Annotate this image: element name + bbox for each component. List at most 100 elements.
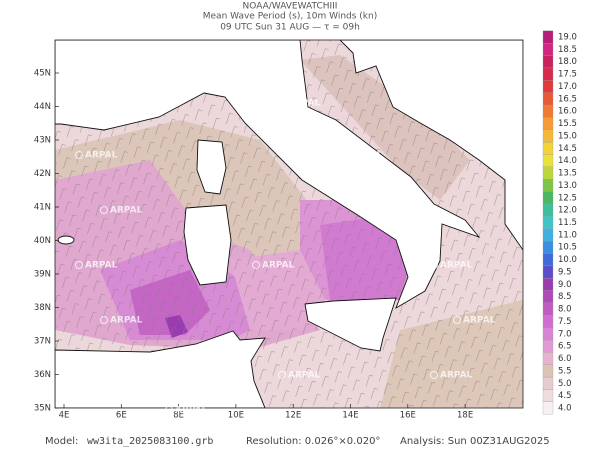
colorbar-label: 7.5 [558,317,572,327]
footer-model-label: Model: [45,436,78,447]
colorbar-label: 4.5 [558,391,572,401]
land-menorca [57,235,75,245]
colorbar-cell [542,302,554,316]
watermark: ARPAL [100,99,143,109]
colorbar-cell [542,265,554,279]
lon-label: 8E [173,411,184,421]
colorbar-cell [542,203,554,217]
watermark: ARPAL [75,151,118,161]
watermark: ARPAL [453,99,496,109]
watermark-text: ARPAL [380,206,413,216]
watermark-text: ARPAL [262,49,295,59]
colorbar-label: 13.0 [558,181,577,191]
watermark-text: ARPAL [110,99,143,109]
watermark-logo [75,49,83,57]
colorbar-label: 11.5 [558,218,577,228]
lon-label: 12E [285,411,301,421]
lon-label: 14E [342,411,358,421]
lat-label: 37N [34,337,51,347]
colorbar-cell [542,290,554,304]
watermark: ARPAL [75,371,118,381]
watermark-text: ARPAL [288,99,321,109]
colorbar-label: 9.5 [558,267,572,277]
colorbar-label: 5.0 [558,379,572,389]
subtitle: Mean Wave Period (s), 10m Winds (kn) [203,12,378,22]
colorbar-label: 17.5 [558,70,577,80]
watermark-text: ARPAL [440,49,473,59]
colorbar-cell [542,352,554,365]
colorbar-label: 16.5 [558,94,577,104]
watermark: ARPAL [278,99,321,109]
colorbar-cell [542,166,554,180]
lon-label: 6E [116,411,127,421]
watermark-text: ARPAL [350,151,383,161]
colorbar-label: 10.5 [558,243,577,253]
colorbar-cell [542,401,554,415]
watermark-logo [75,371,83,379]
colorbar-cell [542,228,554,242]
colorbar-cell [542,80,554,93]
lat-label: 40N [34,236,51,246]
watermark-logo [340,151,348,159]
footer-analysis: Analysis: Sun 00Z31AUG2025 [400,436,550,447]
colorbar-label: 15.5 [558,119,577,129]
watermark: ARPAL [430,49,473,59]
colorbar-cell [542,216,554,229]
watermark-logo [75,151,83,159]
lat-label: 45N [34,69,51,79]
watermark-logo [100,99,108,107]
lat-label: 42N [34,169,51,179]
land-africa [55,330,266,408]
colorbar-cell [542,389,554,402]
watermark-text: ARPAL [463,316,496,326]
colorbar-cell [542,327,554,341]
lon-label: 10E [228,411,244,421]
watermark: ARPAL [75,49,118,59]
colorbar-label: 18.0 [558,57,577,67]
time-label: 09 UTC Sun 31 AUG — τ = 09h [220,23,360,33]
watermark: ARPAL [252,49,295,59]
watermark: ARPAL [278,371,321,381]
colorbar-label: 11.0 [558,230,577,240]
land-sardinia [183,204,232,286]
watermark-logo [278,99,286,107]
lat-label: 41N [34,203,51,213]
watermark-logo [165,406,173,414]
colorbar-cell [542,154,554,168]
colorbar-label: 16.0 [558,107,577,117]
colorbar-cell [542,92,554,106]
colorbar-label: 4.0 [558,404,572,414]
title: NOAA/WAVEWATCHIII [243,2,338,12]
watermark-text: ARPAL [463,99,496,109]
lat-label: 44N [34,102,51,112]
colorbar-cell [542,277,554,291]
colorbar-cell [542,339,554,353]
colorbar-cell [542,117,554,130]
map-frame [54,39,524,409]
colorbar-label: 6.5 [558,342,572,352]
lat-label: 38N [34,303,51,313]
lat-label: 39N [34,270,51,280]
watermark-text: ARPAL [85,261,118,271]
colorbar-cell [542,315,554,328]
footer-model: ww3ita_2025083100.grb [87,436,213,447]
watermark-logo [370,206,378,214]
colorbar-label: 6.0 [558,354,572,364]
watermark: ARPAL [340,151,383,161]
colorbar-cell [542,141,554,155]
watermark: ARPAL [370,206,413,216]
colorbar-cell [542,240,554,254]
footer-resolution: Resolution: 0.026°×0.020° [246,436,380,447]
colorbar-label: 14.5 [558,144,577,154]
colorbar-label: 17.0 [558,82,577,92]
watermark-logo [252,261,260,269]
colorbar-cell [542,179,554,192]
colorbar-label: 13.5 [558,169,577,179]
colorbar-cell [542,376,554,390]
colorbar-cell [542,43,554,56]
colorbar-label: 14.0 [558,156,577,166]
land-balkans [339,40,523,251]
watermark: ARPAL [430,261,473,271]
watermark-text: ARPAL [288,371,321,381]
